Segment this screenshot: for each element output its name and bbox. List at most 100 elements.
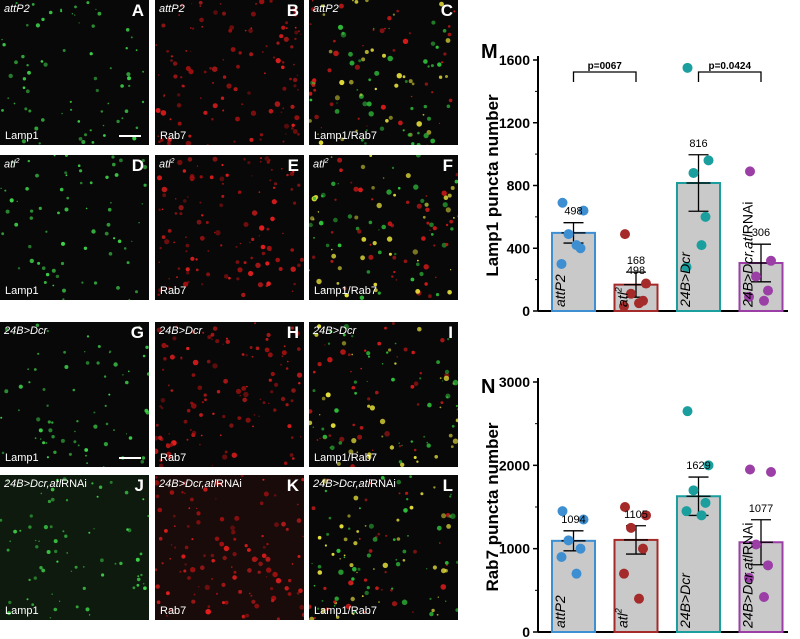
channel-label: Rab7 (160, 285, 187, 297)
data-point (759, 295, 769, 306)
data-point (744, 572, 754, 583)
micrograph-image (309, 475, 458, 620)
micrograph-panel-e: atl2 E Rab7 (155, 155, 304, 300)
panel-letter: A (131, 1, 144, 20)
panel-letter: E (287, 156, 299, 175)
data-point (578, 514, 589, 525)
category-label-main: attP2 (552, 595, 568, 628)
genotype-label: attP2 (313, 3, 339, 15)
y-tick-label: 800 (507, 178, 531, 194)
category-label: 24B>Dcr (677, 251, 693, 308)
data-point (578, 205, 589, 216)
micrograph-image (155, 322, 304, 467)
category-label-main: atl (615, 291, 631, 307)
panel-letter: G (130, 323, 144, 342)
data-point (751, 539, 761, 550)
micrograph-image (0, 0, 149, 145)
category-label: atl2 (614, 287, 631, 307)
genotype-text: 24B>Dcr,atl (159, 478, 217, 490)
data-point (556, 552, 567, 562)
channel-label: Lamp1 (5, 285, 39, 297)
data-point (703, 460, 714, 471)
micrograph-image (309, 0, 458, 145)
category-label-main: attP2 (552, 274, 568, 307)
data-point (571, 240, 582, 251)
data-point (620, 502, 630, 512)
y-tick-label: 1600 (499, 52, 530, 68)
data-point (620, 229, 630, 240)
data-point (641, 510, 651, 521)
category-label: attP2 (552, 595, 568, 628)
data-point (763, 560, 773, 571)
data-point (744, 291, 754, 302)
genotype-text: attP2 (4, 3, 30, 15)
data-point (557, 506, 568, 517)
micrograph-panel-a: attP2 A Lamp1 (0, 0, 149, 145)
p-value-label: p=0067 (588, 61, 623, 72)
data-point (571, 568, 582, 579)
scale-bar (119, 457, 141, 459)
y-tick-label: 400 (507, 240, 531, 256)
value-label: 816 (689, 138, 707, 150)
value-label: 168 (627, 255, 645, 267)
data-point (696, 510, 707, 521)
data-point (766, 467, 776, 477)
data-point (763, 285, 773, 296)
category-label-main: atl (615, 612, 631, 628)
channel-label: Lamp1/Rab7 (314, 285, 377, 297)
panel-letter: C (440, 1, 453, 20)
data-point (696, 240, 707, 251)
y-tick-label: 3000 (499, 374, 530, 390)
category-label: 24B>Dcr,atlRNAi (740, 202, 756, 308)
y-axis-label: Rab7 puncta number (483, 422, 502, 591)
genotype-text: attP2 (313, 3, 339, 15)
y-tick-label: 2000 (499, 457, 530, 473)
y-tick-label: 1200 (499, 115, 530, 131)
category-label-main: 24B>Dcr,atl (740, 554, 756, 629)
data-point (700, 497, 711, 508)
y-tick-label: 0 (522, 303, 530, 319)
data-point (745, 464, 755, 475)
category-label-main: 24B>Dcr (677, 251, 693, 308)
data-point (700, 211, 711, 222)
genotype-label: 24B>Dcr,atlRNAi (313, 478, 396, 490)
overlap-value-label: 498 (627, 265, 645, 277)
data-point (766, 255, 776, 266)
genotype-text: 24B>Dcr (159, 325, 203, 337)
genotype-superscript: 2 (15, 158, 20, 165)
micrograph-panel-i: 24B>Dcr I Lamp1/Rab7 (309, 322, 458, 467)
panel-letter: H (286, 323, 299, 342)
micrograph-panel-l: 24B>Dcr,atlRNAi L Lamp1/Rab7 (309, 475, 458, 620)
micrograph-panel-f: atl2 F Lamp1/Rab7 (309, 155, 458, 300)
panel-letter: B (286, 1, 299, 20)
data-point (556, 258, 567, 269)
micrograph-panel-c: attP2 C Lamp1/Rab7 (309, 0, 458, 145)
scale-bar (119, 135, 141, 137)
value-label: 498 (564, 206, 582, 218)
category-label: attP2 (552, 274, 568, 307)
data-point (688, 167, 699, 178)
data-point (681, 262, 692, 273)
category-label-main: 24B>Dcr (677, 572, 693, 629)
chart-panel-letter: M (481, 41, 498, 63)
panel-letter: J (134, 476, 144, 495)
data-point (759, 592, 769, 602)
channel-label: Rab7 (160, 605, 187, 617)
micrograph-panel-d: atl2 D Lamp1 (0, 155, 149, 300)
data-point (745, 166, 755, 177)
genotype-suffix: RNAi (61, 478, 87, 490)
channel-label: Lamp1 (5, 130, 39, 142)
value-label: 1629 (686, 460, 710, 472)
category-label-superscript: 2 (614, 608, 624, 614)
channel-label: Rab7 (160, 130, 187, 142)
channel-label: Lamp1/Rab7 (314, 130, 377, 142)
channel-label: Lamp1 (5, 452, 39, 464)
category-label: 24B>Dcr,atlRNAi (740, 523, 756, 629)
category-label: 24B>Dcr (677, 572, 693, 629)
data-point (638, 543, 648, 554)
chart-panel-letter: N (481, 376, 495, 398)
data-point (563, 535, 574, 546)
category-label-suffix: RNAi (740, 523, 756, 556)
panel-letter: L (442, 476, 453, 495)
